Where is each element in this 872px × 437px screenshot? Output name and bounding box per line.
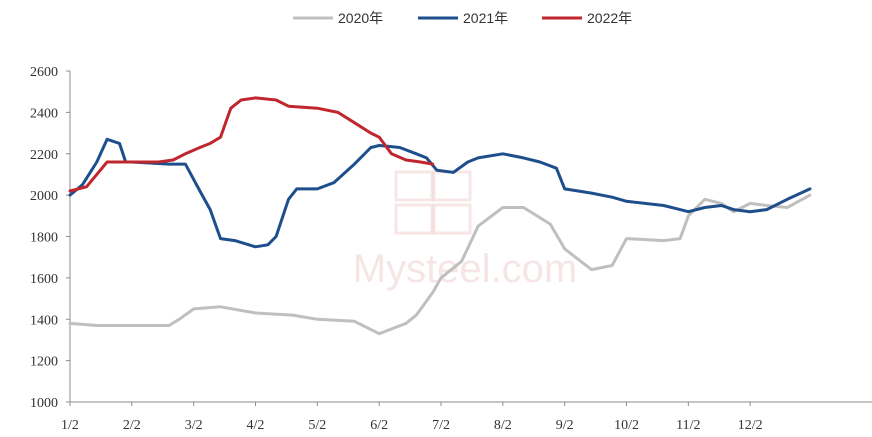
legend-label: 2021年 xyxy=(463,10,508,26)
x-tick-label: 10/2 xyxy=(614,418,639,433)
y-tick-label: 2600 xyxy=(30,65,58,80)
y-tick-label: 2000 xyxy=(30,189,58,204)
y-tick-label: 1400 xyxy=(30,313,58,328)
x-tick-label: 4/2 xyxy=(247,418,265,433)
x-tick-label: 8/2 xyxy=(494,418,512,433)
mysteel-watermark: Mysteel.com xyxy=(353,170,577,291)
legend-label: 2022年 xyxy=(587,10,632,26)
y-tick-label: 2200 xyxy=(30,148,58,163)
x-tick-label: 11/2 xyxy=(676,418,700,433)
x-tick-label: 1/2 xyxy=(61,418,79,433)
legend-label: 2020年 xyxy=(338,10,383,26)
series-line-2022年 xyxy=(68,96,435,193)
y-tick-label: 1600 xyxy=(30,272,58,287)
y-tick-label: 1800 xyxy=(30,231,58,246)
y-tick-label: 1000 xyxy=(30,396,58,411)
x-tick-label: 7/2 xyxy=(432,418,450,433)
x-tick-label: 12/2 xyxy=(738,418,763,433)
x-tick-label: 9/2 xyxy=(556,418,574,433)
x-tick-label: 5/2 xyxy=(308,418,326,433)
legend: 2020年 2021年 2022年 xyxy=(293,10,632,26)
y-tick-label: 2400 xyxy=(30,106,58,121)
series-line-2020年 xyxy=(68,193,812,336)
series-lines xyxy=(68,96,812,336)
x-tick-label: 2/2 xyxy=(123,418,141,433)
y-tick-label: 1200 xyxy=(30,355,58,370)
series-line-2021年 xyxy=(68,137,812,249)
x-tick-label: 6/2 xyxy=(370,418,388,433)
axes: 1000 1200 1400 1600 1800 2000 2200 2400 2600 1/2 2… xyxy=(30,65,872,433)
x-tick-label: 3/2 xyxy=(185,418,203,433)
